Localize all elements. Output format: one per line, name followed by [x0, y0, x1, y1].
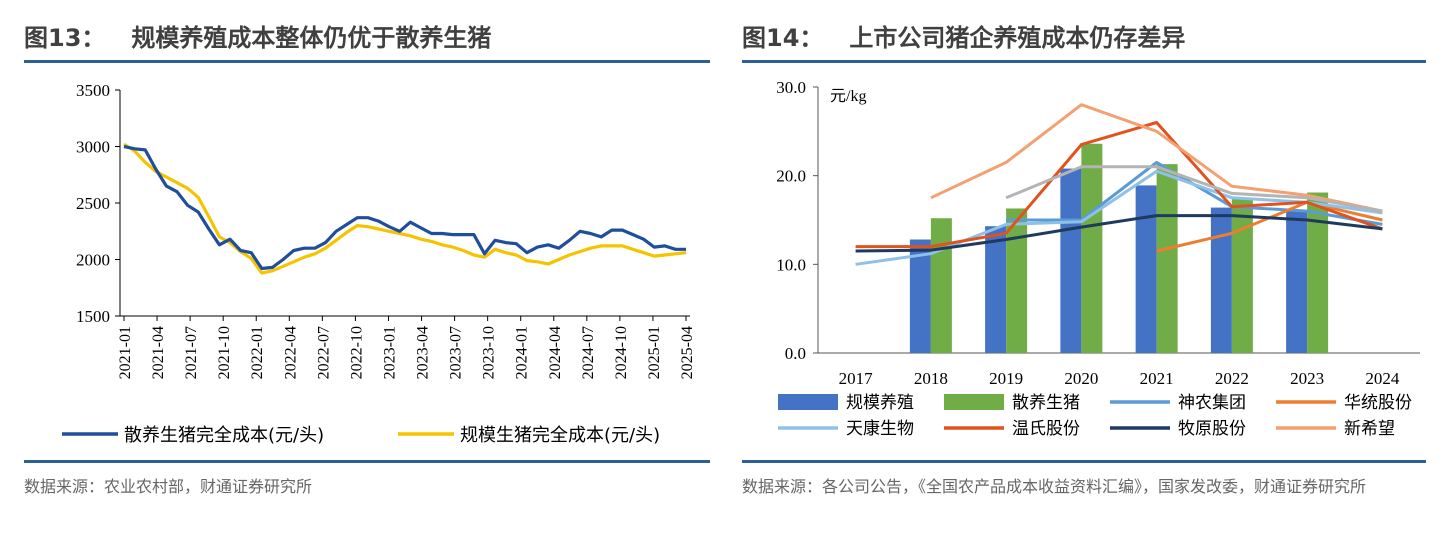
x-tick-label: 2022	[1215, 369, 1249, 388]
x-tick-label: 2024-01	[514, 326, 531, 379]
y-tick-label: 0.0	[785, 344, 806, 363]
legend-label: 华统股份	[1344, 393, 1412, 413]
series-line-sanyang	[123, 144, 686, 271]
series-line-8	[1005, 165, 1383, 213]
x-tick-label: 2021-01	[117, 326, 134, 379]
x-tick-label: 2023	[1290, 369, 1324, 388]
series-line-7	[930, 103, 1383, 213]
legend-label: 温氏股份	[1012, 419, 1080, 439]
y-tick-label: 2000	[76, 251, 110, 270]
legend-label: 规模生猪完全成本(元/头)	[460, 425, 660, 446]
x-tick-label: 2017	[839, 369, 874, 388]
x-tick-label: 2024-07	[580, 326, 597, 379]
x-tick-label: 2019	[989, 369, 1023, 388]
x-tick-label: 2025-01	[646, 326, 663, 379]
y-tick-label: 20.0	[776, 167, 806, 186]
figure-13-chart: 1500 2000 2500 3000 3500 2021-01 2021-04 2021-0…	[62, 81, 696, 446]
bar-sanyang	[1006, 208, 1028, 353]
x-tick-label: 2022-04	[282, 326, 299, 379]
series-line-guimo	[123, 142, 687, 275]
y-tick-label: 10.0	[776, 255, 806, 274]
series-line-6	[855, 214, 1383, 253]
legend-label: 新希望	[1344, 419, 1395, 439]
legend-label: 散养生猪完全成本(元/头)	[124, 425, 324, 446]
bar-sanyang	[1231, 197, 1253, 353]
figure-13-source: 数据来源：农业农村部，财通证券研究所	[24, 477, 313, 496]
figure-14-panel: 图14： 上市公司猪企养殖成本仍存差异 0.0 10.0 20.0 30.0 元/kg 20…	[740, 0, 1430, 542]
x-tick-label: 2021-07	[183, 326, 200, 379]
figure-13-title: 图13： 规模养殖成本整体仍优于散养生猪	[24, 18, 491, 53]
x-tick-label: 2023-10	[481, 326, 498, 379]
bar-guimo	[1286, 210, 1308, 353]
figure-14-title: 图14： 上市公司猪企养殖成本仍存差异	[742, 18, 1185, 53]
bar-guimo	[1135, 185, 1157, 353]
figure-14-source: 数据来源：各公司公告，《全国农产品成本收益资料汇编》，国家发改委，财通证券研究所	[742, 477, 1367, 496]
x-tick-label: 2023-07	[448, 326, 465, 379]
x-tick-label: 2024	[1365, 369, 1400, 388]
legend-label: 天康生物	[846, 419, 914, 439]
x-tick-label: 2023-04	[415, 326, 432, 379]
x-tick-label: 2018	[914, 369, 948, 388]
bar-sanyang	[1081, 143, 1103, 353]
bar-sanyang	[1156, 164, 1178, 353]
x-tick-label: 2021-10	[216, 326, 233, 379]
x-tick-label: 2022-01	[249, 326, 266, 379]
x-tick-label: 2020	[1064, 369, 1098, 388]
x-tick-label: 2023-01	[381, 326, 398, 379]
x-tick-label: 2025-04	[679, 326, 696, 379]
figure-14-number: 图14：	[742, 24, 824, 52]
legend-label: 规模养殖	[846, 393, 914, 413]
series-line-5	[855, 121, 1383, 249]
bar-guimo	[1210, 207, 1232, 353]
legend-label: 牧原股份	[1178, 419, 1246, 439]
figure-14-bottom-rule	[742, 460, 1426, 463]
bar-sanyang	[1307, 192, 1329, 353]
legend-swatch	[778, 394, 838, 410]
x-tick-label: 2024-10	[613, 326, 630, 379]
figure-14-top-rule	[742, 60, 1426, 63]
y-tick-label: 30.0	[776, 78, 806, 97]
figure-14-chart: 0.0 10.0 20.0 30.0 元/kg 2017 2018 2019 2020 2021 2…	[776, 78, 1420, 439]
y-tick-label: 3500	[76, 81, 110, 100]
y-unit-label: 元/kg	[830, 88, 866, 105]
y-tick-label: 1500	[76, 307, 110, 326]
bar-guimo	[909, 239, 931, 353]
y-tick-label: 2500	[76, 194, 110, 213]
figure-14-title-text: 上市公司猪企养殖成本仍存差异	[849, 24, 1186, 52]
x-tick-label: 2021	[1140, 369, 1174, 388]
x-tick-label: 2022-10	[348, 326, 365, 379]
bar-guimo	[1060, 168, 1082, 353]
x-tick-label: 2022-07	[315, 326, 332, 379]
legend-label: 散养生猪	[1012, 393, 1080, 413]
x-tick-label: 2021-04	[150, 326, 167, 379]
bar-sanyang	[930, 218, 952, 353]
figure-13-title-text: 规模养殖成本整体仍优于散养生猪	[131, 24, 492, 52]
figure-13-bottom-rule	[24, 460, 710, 463]
bar-guimo	[985, 226, 1007, 353]
figure-13-panel: 图13： 规模养殖成本整体仍优于散养生猪 1500 2000 2500 3000 3500…	[0, 0, 710, 542]
legend-swatch	[944, 394, 1004, 410]
figure-13-top-rule	[24, 60, 710, 63]
figure-13-number: 图13：	[24, 24, 106, 52]
legend-label: 神农集团	[1178, 393, 1246, 413]
x-tick-label: 2024-04	[547, 326, 564, 379]
y-tick-label: 3000	[76, 138, 110, 157]
